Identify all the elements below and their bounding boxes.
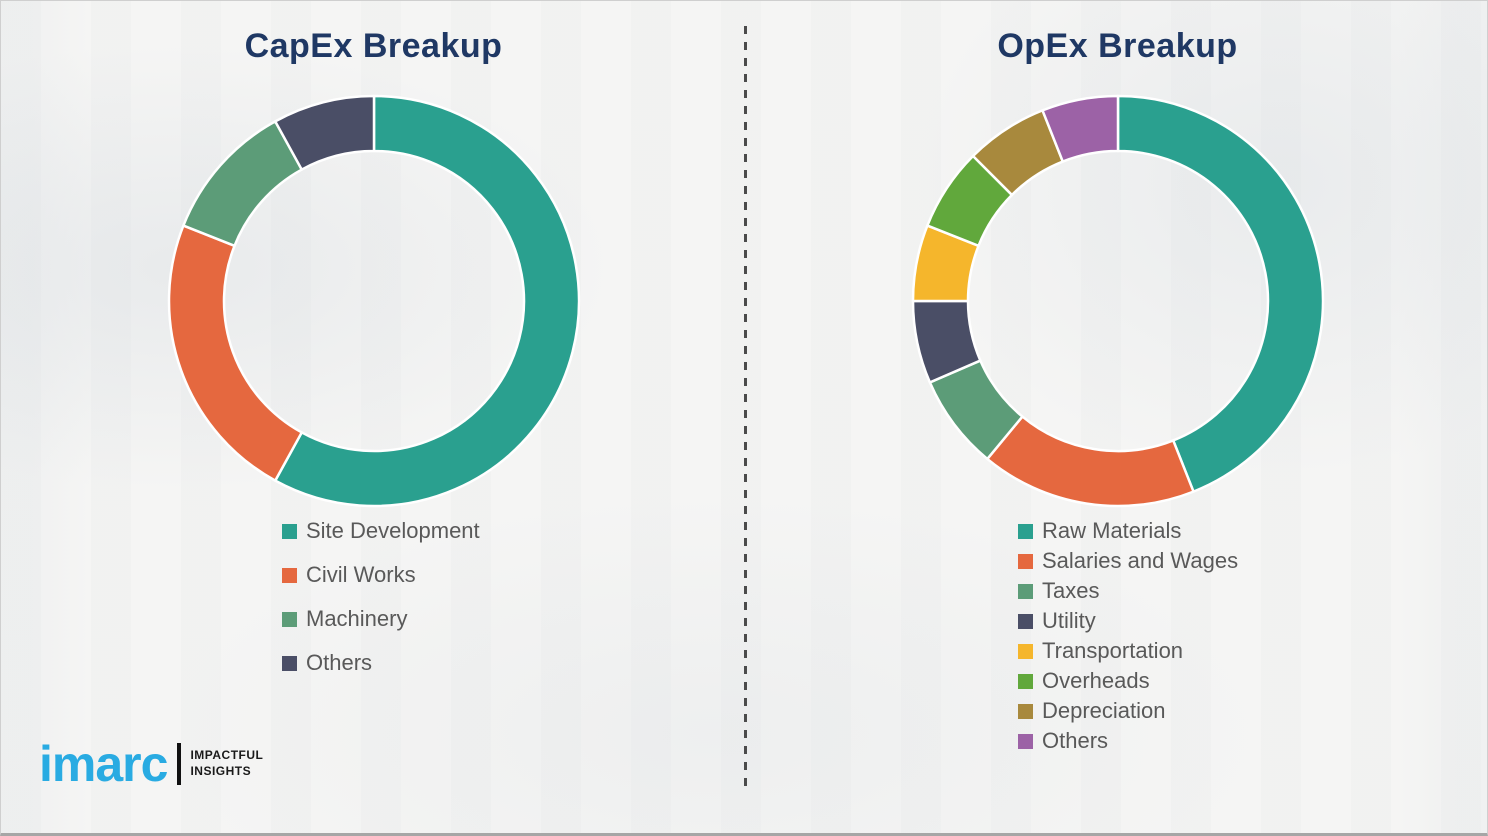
legend-label-salaries-and-wages: Salaries and Wages — [1042, 548, 1239, 573]
tagline-line-2: INSIGHTS — [190, 764, 252, 778]
capex-panel: CapEx Breakup Site Development Civil Work… — [1, 1, 746, 833]
dashed-divider-line — [744, 26, 747, 791]
legend-item-depreciation: Depreciation — [1018, 696, 1238, 726]
legend-swatch-salaries-and-wages — [1018, 553, 1033, 569]
legend-label-utility: Utility — [1042, 608, 1096, 633]
imarc-brand-text: imarc — [39, 736, 168, 792]
donut-segment-civil-works — [167, 224, 303, 482]
donut-segment-site-development — [273, 94, 580, 508]
legend-item-utility: Utility — [1018, 606, 1238, 636]
legend-item-overheads: Overheads — [1018, 666, 1238, 696]
logo-divider-bar — [177, 743, 182, 785]
legend-swatch-utility — [1018, 613, 1033, 629]
legend-item-civil-works: Civil Works — [282, 553, 480, 597]
imarc-tagline: IMPACTFUL INSIGHTS — [190, 748, 263, 779]
opex-title: OpEx Breakup — [997, 27, 1238, 65]
legend-swatch-civil-works — [282, 567, 297, 583]
donut-segment-machinery — [181, 120, 303, 248]
legend-label-machinery: Machinery — [306, 606, 408, 631]
legend-swatch-others — [282, 655, 297, 671]
legend-swatch-taxes — [1018, 583, 1033, 599]
opex-panel: OpEx Breakup Raw Materials Salaries and W… — [746, 1, 1487, 833]
donut-segment-others — [1040, 94, 1119, 163]
legend-label-taxes: Taxes — [1042, 578, 1100, 603]
legend-label-overheads: Overheads — [1042, 668, 1150, 693]
legend-label-others: Others — [1042, 728, 1109, 753]
legend-item-raw-materials: Raw Materials — [1018, 516, 1238, 546]
legend-item-transportation: Transportation — [1018, 636, 1238, 666]
opex-donut-chart — [908, 91, 1328, 511]
legend-label-site-development: Site Development — [306, 518, 480, 543]
legend-label-others: Others — [306, 650, 373, 675]
legend-label-civil-works: Civil Works — [306, 562, 416, 587]
capex-donut-chart — [164, 91, 584, 511]
legend-item-machinery: Machinery — [282, 597, 480, 641]
legend-item-others: Others — [1018, 726, 1238, 756]
legend-label-transportation: Transportation — [1042, 638, 1184, 663]
capex-legend: Site Development Civil Works Machinery Othe… — [282, 509, 480, 685]
donut-segment-raw-materials — [1116, 94, 1324, 493]
donut-segment-salaries-and-wages — [985, 415, 1195, 508]
tagline-line-1: IMPACTFUL — [190, 748, 264, 763]
legend-swatch-others — [1018, 733, 1033, 749]
legend-swatch-machinery — [282, 611, 297, 627]
legend-item-salaries-and-wages: Salaries and Wages — [1018, 546, 1238, 576]
legend-item-taxes: Taxes — [1018, 576, 1238, 606]
legend-swatch-depreciation — [1018, 703, 1033, 719]
legend-swatch-overheads — [1018, 673, 1033, 689]
legend-item-site-development: Site Development — [282, 509, 480, 553]
opex-legend: Raw Materials Salaries and Wages Taxes Util… — [1018, 516, 1238, 756]
legend-label-raw-materials: Raw Materials — [1042, 518, 1182, 543]
legend-swatch-raw-materials — [1018, 523, 1033, 539]
donut-segment-others — [273, 94, 375, 171]
legend-swatch-transportation — [1018, 643, 1033, 659]
capex-title: CapEx Breakup — [244, 27, 503, 65]
imarc-logo: imarc IMPACTFUL INSIGHTS — [39, 739, 263, 789]
legend-swatch-site-development — [282, 523, 297, 539]
legend-label-depreciation: Depreciation — [1042, 698, 1166, 723]
legend-item-others: Others — [282, 641, 480, 685]
